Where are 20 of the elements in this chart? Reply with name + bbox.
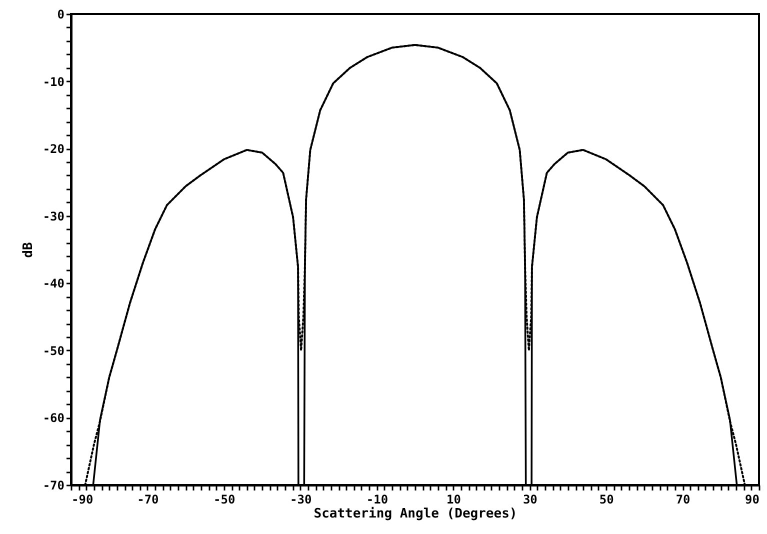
y-tick-label: -40 (42, 276, 64, 291)
y-tick-label: -20 (42, 142, 64, 156)
x-tick-label: -10 (366, 492, 388, 506)
x-tick-label: 90 (745, 492, 760, 506)
y-tick-label: 0 (57, 8, 64, 22)
x-tick-label: -30 (290, 492, 312, 506)
y-tick-label: -10 (42, 74, 64, 89)
x-tick-label: 10 (446, 492, 461, 506)
y-tick-label: -30 (42, 209, 64, 224)
x-tick-label: -50 (214, 492, 236, 506)
x-tick-label: -70 (137, 492, 159, 506)
x-axis-title: Scattering Angle (Degrees) (314, 506, 518, 522)
x-tick-label: 70 (676, 492, 690, 506)
y-tick-label: -50 (42, 344, 64, 358)
y-axis-title: dB (20, 242, 36, 258)
x-tick-label: 30 (522, 492, 538, 506)
y-tick-label: -70 (42, 478, 64, 492)
y-tick-label: -60 (42, 411, 64, 426)
x-tick-label: 50 (599, 492, 614, 506)
x-tick-label: -90 (72, 492, 94, 506)
